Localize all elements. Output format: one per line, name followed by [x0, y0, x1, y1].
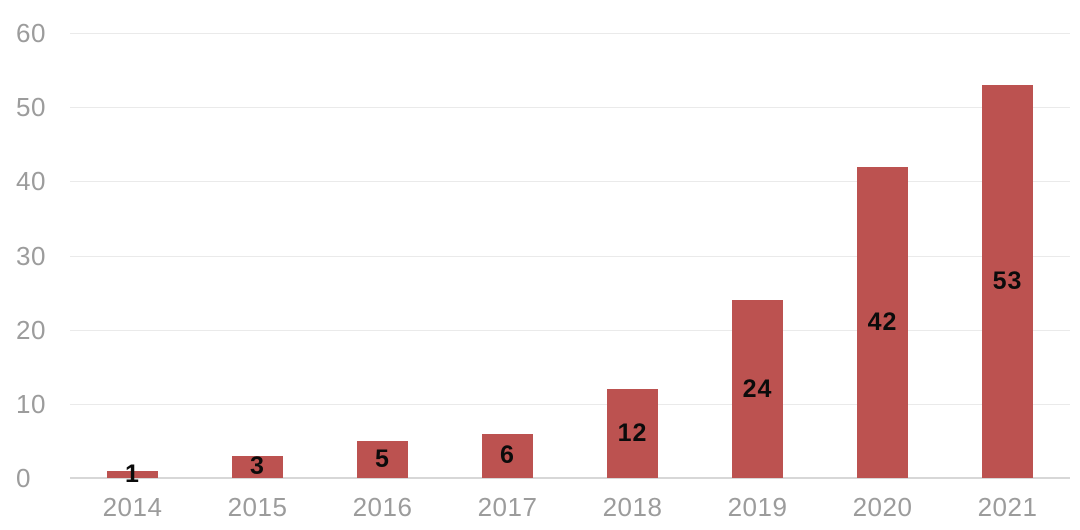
gridline-40: [70, 181, 1070, 182]
gridline-10: [70, 404, 1070, 405]
bar-value-wrap-2014: 1: [107, 460, 158, 488]
y-tick-label-10: 10: [16, 389, 46, 419]
x-axis-baseline: [70, 477, 1070, 479]
bar-value-wrap-2020: 42: [857, 167, 908, 479]
gridline-60: [70, 33, 1070, 34]
bar-2014: [107, 470, 158, 478]
gridline-30: [70, 256, 1070, 257]
x-tick-label-2015: 2015: [227, 492, 288, 522]
bar-value-wrap-2019: 24: [732, 300, 783, 478]
bar-2015: [232, 455, 283, 478]
y-tick-label-20: 20: [16, 315, 46, 345]
x-tick-label-2020: 2020: [852, 492, 913, 522]
x-tick-label-2019: 2019: [727, 492, 788, 522]
y-tick-label-50: 50: [16, 92, 46, 122]
bar-value-label-2019: 24: [742, 374, 773, 403]
x-tick-label-2018: 2018: [602, 492, 663, 522]
gridline-20: [70, 330, 1070, 331]
bar-2017: [482, 433, 533, 478]
bar-value-wrap-2016: 5: [357, 441, 408, 478]
bar-value-wrap-2018: 12: [607, 389, 658, 478]
bar-value-label-2015: 3: [250, 452, 265, 481]
bar-value-wrap-2017: 6: [482, 434, 533, 479]
bar-2016: [357, 440, 408, 478]
x-tick-label-2014: 2014: [102, 492, 163, 522]
bar-2021: [982, 84, 1033, 478]
y-tick-label-60: 60: [16, 18, 46, 48]
bar-value-label-2017: 6: [500, 441, 515, 470]
x-tick-label-2016: 2016: [352, 492, 413, 522]
bar-value-wrap-2015: 3: [232, 452, 283, 480]
y-tick-label-40: 40: [16, 166, 46, 196]
bar-value-label-2014: 1: [125, 459, 140, 488]
bar-2020: [857, 166, 908, 478]
x-tick-label-2017: 2017: [477, 492, 538, 522]
bar-value-label-2016: 5: [375, 444, 390, 473]
x-tick-label-2021: 2021: [977, 492, 1038, 522]
bar-value-label-2018: 12: [617, 419, 648, 447]
y-tick-label-0: 0: [16, 463, 31, 493]
bar-value-label-2021: 53: [992, 266, 1023, 295]
bar-2019: [732, 300, 783, 478]
bar-2018: [607, 389, 658, 478]
bar-value-wrap-2021: 53: [982, 85, 1033, 478]
bar-value-label-2020: 42: [867, 307, 898, 336]
gridline-50: [70, 107, 1070, 108]
y-tick-label-30: 30: [16, 241, 46, 271]
